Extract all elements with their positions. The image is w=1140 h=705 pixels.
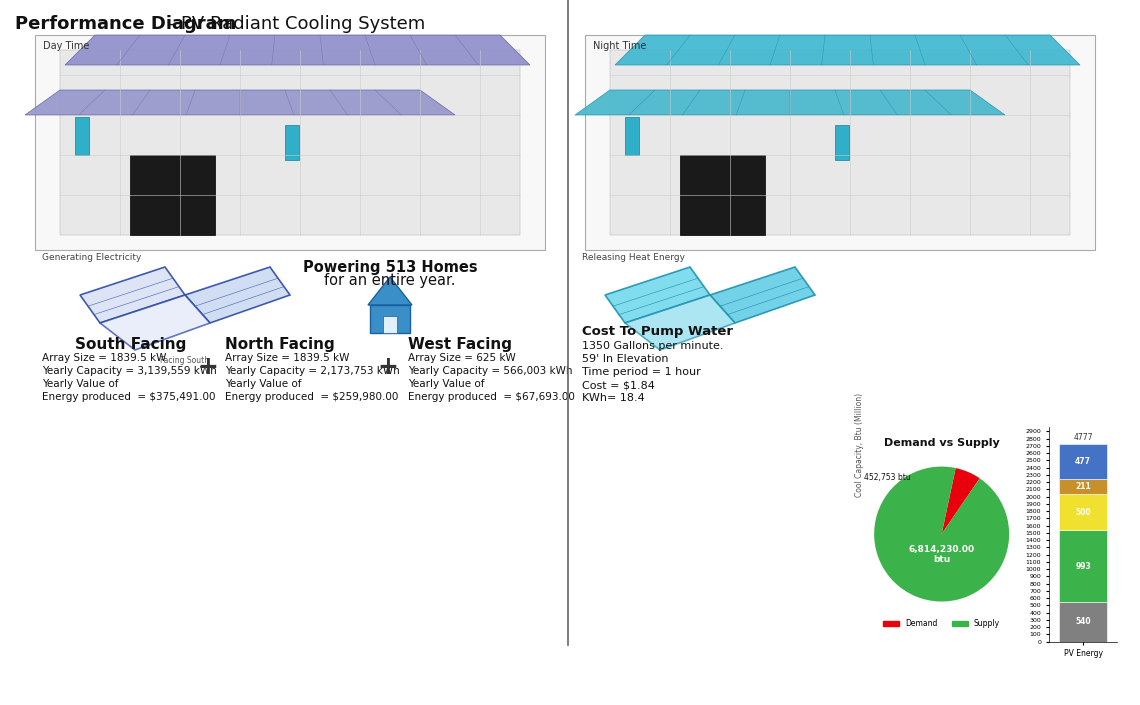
Text: Generating Electricity: Generating Electricity [42,253,141,262]
Text: 59' In Elevation: 59' In Elevation [583,354,668,364]
Text: Yearly Value of: Yearly Value of [225,379,301,389]
Text: 6,814,230.00
btu: 6,814,230.00 btu [909,544,975,564]
FancyBboxPatch shape [60,50,520,235]
Text: Night Time: Night Time [593,41,646,51]
Text: 477: 477 [1075,457,1091,466]
Text: for an entire year.: for an entire year. [324,273,456,288]
Text: Time period = 1 hour: Time period = 1 hour [583,367,701,377]
Polygon shape [368,277,412,305]
Text: Yearly Capacity = 3,139,559 kWh: Yearly Capacity = 3,139,559 kWh [42,366,217,376]
Text: Powering 513 Homes: Powering 513 Homes [303,260,478,275]
Text: Array Size = 1839.5 kW: Array Size = 1839.5 kW [225,353,349,363]
FancyBboxPatch shape [383,316,397,333]
Wedge shape [942,468,979,534]
Polygon shape [614,35,1080,65]
Text: 4777: 4777 [1073,433,1093,442]
Text: Cool Capacity, Btu (Million): Cool Capacity, Btu (Million) [855,393,864,497]
Text: 500: 500 [1075,508,1091,517]
Text: West Facing: West Facing [408,337,512,352]
Wedge shape [874,467,1009,601]
Text: North Facing: North Facing [225,337,335,352]
Polygon shape [65,35,530,65]
Text: Energy produced  = $259,980.00: Energy produced = $259,980.00 [225,392,398,402]
FancyBboxPatch shape [585,35,1096,250]
Text: Yearly Capacity = 2,173,753 kWh: Yearly Capacity = 2,173,753 kWh [225,366,400,376]
Text: +: + [197,355,219,379]
Polygon shape [185,267,290,323]
Bar [1059,479,1107,494]
FancyBboxPatch shape [370,305,410,333]
Bar [1059,602,1107,642]
Text: Day Time: Day Time [43,41,89,51]
Text: 211: 211 [1075,482,1091,491]
Legend: Demand, Supply: Demand, Supply [880,616,1003,632]
FancyBboxPatch shape [285,125,299,160]
Text: Cost To Pump Water: Cost To Pump Water [583,325,733,338]
Text: Array Size = 1839.5 kW: Array Size = 1839.5 kW [42,353,166,363]
Text: 540: 540 [1075,618,1091,627]
Text: Facing South: Facing South [161,356,210,365]
Text: Energy produced  = $375,491.00: Energy produced = $375,491.00 [42,392,215,402]
Text: +: + [377,355,399,379]
FancyBboxPatch shape [625,117,640,155]
Text: South Facing: South Facing [75,337,186,352]
Text: 1350 Gallons per minute.: 1350 Gallons per minute. [583,341,724,351]
Bar [1059,444,1107,479]
Polygon shape [575,90,1005,115]
FancyBboxPatch shape [679,155,765,235]
FancyBboxPatch shape [610,50,1070,235]
Text: Energy produced  = $67,693.00: Energy produced = $67,693.00 [408,392,575,402]
Text: Yearly Value of: Yearly Value of [408,379,484,389]
Polygon shape [25,90,455,115]
Text: Performance Diagram: Performance Diagram [15,15,236,33]
Text: Array Size = 625 kW: Array Size = 625 kW [408,353,515,363]
Text: KWh= 18.4: KWh= 18.4 [583,393,645,403]
FancyBboxPatch shape [130,155,215,235]
Text: Yearly Value of: Yearly Value of [42,379,119,389]
Text: Yearly Capacity = 566,003 kWh: Yearly Capacity = 566,003 kWh [408,366,572,376]
Bar [1059,494,1107,530]
Text: 452,753 btu: 452,753 btu [864,473,911,482]
Polygon shape [710,267,815,323]
Text: - PV Radiant Cooling System: - PV Radiant Cooling System [163,15,425,33]
Title: Demand vs Supply: Demand vs Supply [884,438,1000,448]
FancyBboxPatch shape [35,35,545,250]
Polygon shape [80,267,185,323]
FancyBboxPatch shape [834,125,849,160]
Polygon shape [625,295,735,350]
Bar [1059,530,1107,602]
FancyBboxPatch shape [75,117,89,155]
Polygon shape [100,295,210,350]
Text: Releasing Heat Energy: Releasing Heat Energy [583,253,685,262]
Text: 993: 993 [1075,562,1091,571]
Text: Cost = $1.84: Cost = $1.84 [583,380,654,390]
Polygon shape [605,267,710,323]
